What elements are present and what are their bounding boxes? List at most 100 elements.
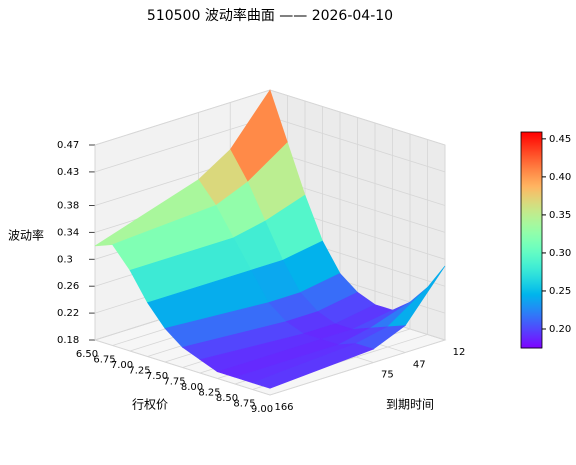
- colorbar-strip: [521, 166, 542, 169]
- colorbar-strip: [521, 224, 542, 227]
- x-tick-label: 7.75: [163, 377, 185, 388]
- colorbar-strip: [521, 276, 542, 279]
- colorbar-strip: [521, 188, 542, 191]
- colorbar-strip: [521, 182, 542, 185]
- grid-line: [94, 89, 271, 146]
- colorbar-strip: [521, 244, 542, 247]
- colorbar-strip: [521, 180, 542, 183]
- colorbar-strip: [521, 210, 542, 213]
- colorbar-strip: [521, 292, 542, 295]
- colorbar-strip: [521, 262, 542, 265]
- colorbar-strip: [521, 344, 542, 347]
- colorbar-strip: [521, 142, 542, 145]
- colorbar-strip: [521, 214, 542, 217]
- colorbar-strip: [521, 228, 542, 231]
- x-tick-label: 8.75: [233, 399, 255, 410]
- colorbar-strip: [521, 296, 542, 299]
- surface-patch: [251, 343, 375, 389]
- x-tick-label: 6.75: [93, 355, 115, 366]
- colorbar-strip: [521, 254, 542, 257]
- colorbar-strip: [521, 162, 542, 165]
- colorbar-strip: [521, 322, 542, 325]
- z-tick-label: 0.18: [57, 335, 79, 346]
- colorbar-tick-label: 0.45: [549, 134, 571, 145]
- x-axis-label: 行权价: [132, 398, 168, 412]
- colorbar-strip: [521, 342, 542, 345]
- colorbar-tick-label: 0.40: [549, 172, 571, 183]
- colorbar-strip: [521, 328, 542, 331]
- colorbar-strip: [521, 190, 542, 193]
- colorbar-strip: [521, 306, 542, 309]
- colorbar-strip: [521, 246, 542, 249]
- colorbar-strip: [521, 346, 542, 349]
- colorbar-strip: [521, 286, 542, 289]
- colorbar-strip: [521, 282, 542, 285]
- colorbar-strip: [521, 150, 542, 153]
- y-tick-label: 75: [381, 370, 394, 381]
- colorbar-strip: [521, 204, 542, 207]
- chart-title: 510500 波动率曲面 —— 2026-04-10: [147, 7, 393, 24]
- y-tick-label: 166: [274, 402, 293, 413]
- z-tick-label: 0.22: [57, 308, 79, 319]
- colorbar-strip: [521, 336, 542, 339]
- colorbar-strip: [521, 290, 542, 293]
- colorbar-strip: [521, 154, 542, 157]
- colorbar-strip: [521, 234, 542, 237]
- colorbar-strip: [521, 144, 542, 147]
- colorbar-strip: [521, 264, 542, 267]
- colorbar-strip: [521, 332, 542, 335]
- colorbar-strip: [521, 270, 542, 273]
- colorbar-strip: [521, 274, 542, 277]
- colorbar-strip: [521, 136, 542, 139]
- colorbar-tick-label: 0.35: [549, 210, 571, 221]
- colorbar-strip: [521, 168, 542, 171]
- colorbar-strip: [521, 194, 542, 197]
- colorbar-strip: [521, 132, 542, 135]
- colorbar-strip: [521, 148, 542, 151]
- colorbar-strip: [521, 212, 542, 215]
- colorbar-strip: [521, 248, 542, 251]
- x-tick-label: 7.00: [111, 360, 133, 371]
- x-tick-label: 8.25: [198, 388, 220, 399]
- colorbar-strip: [521, 176, 542, 179]
- colorbar-strip: [521, 272, 542, 275]
- z-tick-label: 0.34: [57, 227, 79, 238]
- colorbar-strip: [521, 200, 542, 203]
- colorbar-strip: [521, 230, 542, 233]
- z-tick-label: 0.26: [57, 281, 79, 292]
- colorbar-strip: [521, 206, 542, 209]
- colorbar-strip: [521, 252, 542, 255]
- x-tick-label: 8.00: [181, 382, 203, 393]
- colorbar-strip: [521, 202, 542, 205]
- colorbar-strip: [521, 308, 542, 311]
- x-tick-label: 9.00: [251, 404, 273, 415]
- colorbar-strip: [521, 268, 542, 271]
- y-tick-label: 12: [453, 347, 466, 358]
- colorbar-strip: [521, 278, 542, 281]
- colorbar-strip: [521, 158, 542, 161]
- colorbar-strip: [521, 326, 542, 329]
- colorbar-strip: [521, 134, 542, 137]
- colorbar-strip: [521, 218, 542, 221]
- colorbar-frame: [520, 131, 543, 349]
- colorbar-strip: [521, 302, 542, 305]
- colorbar-strip: [521, 288, 542, 291]
- colorbar-strip: [521, 258, 542, 261]
- grid-line: [94, 339, 271, 396]
- colorbar-strip: [521, 138, 542, 141]
- colorbar-strip: [521, 338, 542, 341]
- colorbar-strip: [521, 260, 542, 263]
- colorbar-strip: [521, 140, 542, 143]
- colorbar-strip: [521, 236, 542, 239]
- colorbar-strip: [521, 156, 542, 159]
- colorbar-tick-label: 0.30: [549, 248, 571, 259]
- x-tick-label: 7.50: [146, 371, 168, 382]
- colorbar-strip: [521, 324, 542, 327]
- colorbar-strip: [521, 222, 542, 225]
- colorbar-strip: [521, 186, 542, 189]
- colorbar-strip: [521, 208, 542, 211]
- colorbar-strip: [521, 316, 542, 319]
- colorbar-strip: [521, 340, 542, 343]
